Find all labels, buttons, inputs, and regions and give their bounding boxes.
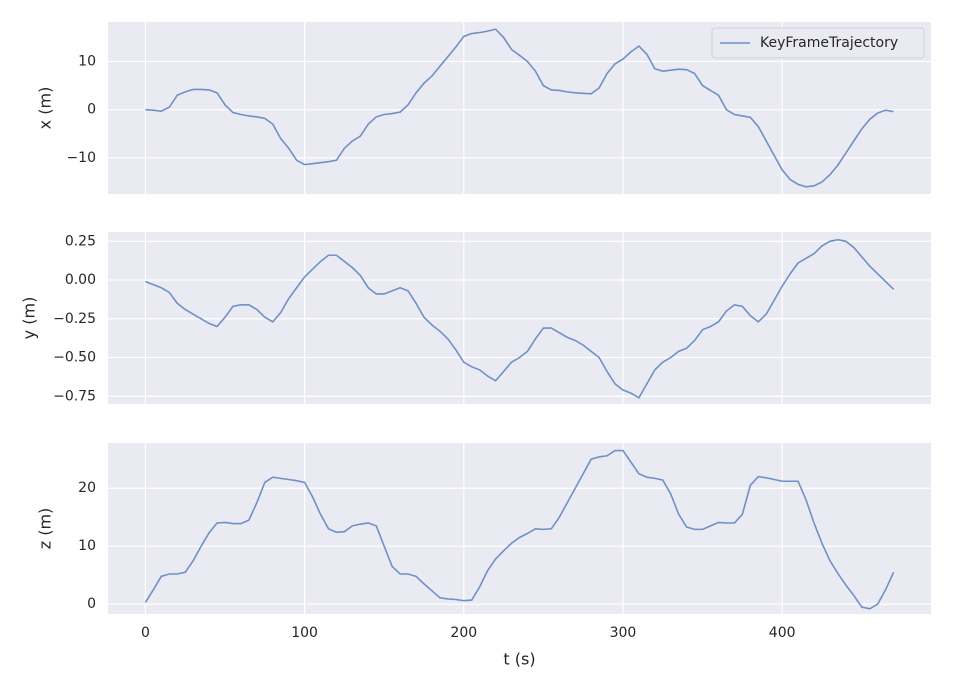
y-tick-label: −10	[66, 150, 96, 166]
subplot: 0 100 200 300 400 0 10 20 z (m) t (s)	[36, 443, 931, 669]
x-tick-label: 200	[450, 625, 477, 641]
y-tick-label: −0.75	[53, 388, 96, 404]
y-tick-label: 0.00	[65, 272, 96, 288]
legend-label: KeyFrameTrajectory	[760, 35, 898, 51]
trajectory-line	[145, 28, 894, 188]
legend-box	[711, 27, 925, 59]
y-tick-label: 0	[87, 596, 96, 612]
y-tick-label: 0.25	[65, 233, 96, 249]
trajectory-line	[144, 449, 895, 610]
y-tick-label: −0.50	[53, 350, 96, 366]
x-tick-label: 100	[291, 625, 318, 641]
x-tick-label: 400	[769, 625, 796, 641]
y-tick-label: 20	[78, 480, 96, 496]
trajectory-line	[145, 238, 895, 399]
y-tick-label: −0.25	[53, 311, 96, 327]
subplot: −10 0 10 x (m) KeyFrameTrajectory	[36, 22, 931, 194]
y-axis-label: y (m)	[20, 297, 39, 340]
y-axis-label: z (m)	[36, 508, 55, 550]
plot-area	[108, 443, 931, 614]
subplot: −0.75 −0.50 −0.25 0.00 0.25 y (m)	[20, 232, 931, 404]
y-axis-label: x (m)	[36, 87, 55, 130]
legend: KeyFrameTrajectory	[711, 27, 925, 59]
x-tick-label: 300	[610, 625, 637, 641]
y-tick-label: 10	[78, 538, 96, 554]
x-tick-label: 0	[141, 625, 150, 641]
y-tick-label: 10	[78, 54, 96, 70]
plot-area	[108, 232, 931, 404]
x-axis-label: t (s)	[503, 650, 535, 669]
y-tick-label: 0	[87, 102, 96, 118]
